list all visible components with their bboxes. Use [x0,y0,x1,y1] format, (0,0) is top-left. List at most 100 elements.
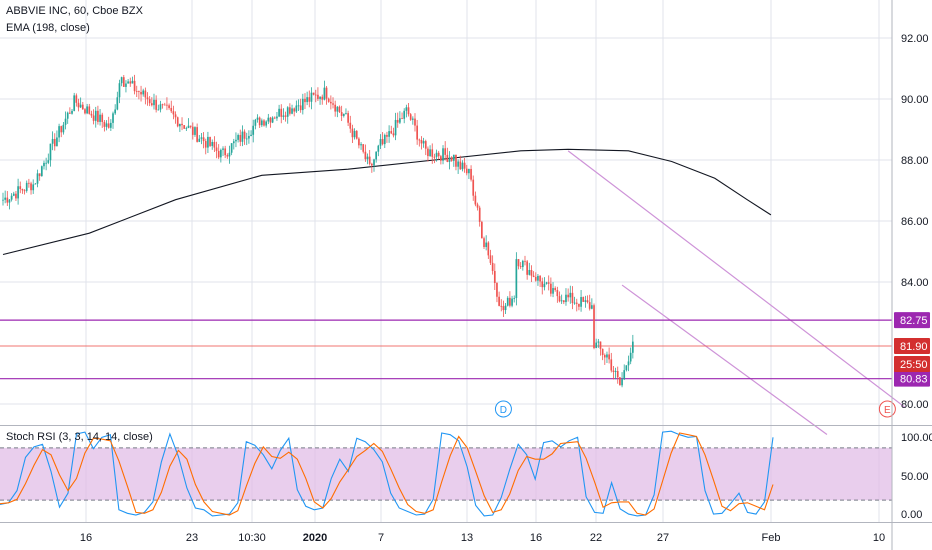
candle-body [521,260,524,268]
candle-body [75,95,78,103]
candle-body [51,138,54,144]
candle-body [284,115,287,117]
candle-body [524,260,526,262]
candle-body [383,134,386,145]
candle-body [90,113,93,116]
candle-body [230,143,233,153]
time-tick-label: 10:30 [238,532,266,544]
horizontal-levels[interactable] [0,319,892,380]
candle-body [280,108,283,117]
candle-body [379,139,382,146]
candle-body [599,341,602,349]
candle-body [584,300,587,302]
candle-body [291,108,293,114]
candle-body [446,154,449,162]
candle-body [34,183,37,185]
candle-body [105,123,108,127]
candle-body [79,104,82,108]
candle-body [32,184,35,191]
candle-body [362,144,365,152]
candle-body [550,283,552,294]
candle-body [506,297,509,306]
candle-body [336,106,339,112]
level-price-tag-bg [894,370,930,387]
candle-body [217,150,220,158]
candle-body [539,275,541,282]
candle-body [211,141,214,146]
candle-body [355,130,358,139]
candle-body [573,302,576,304]
candle-body [94,110,97,121]
candle-body [409,114,412,120]
candle-body [476,204,479,208]
candle-body [629,352,632,362]
candle-body [595,342,598,349]
candle-body [519,266,522,268]
time-tick-label: 16 [530,532,542,544]
candles [2,74,634,388]
candle-body [582,297,585,302]
candle-body [64,118,67,125]
candle-body [545,282,548,284]
candle-body [252,125,255,135]
candle-body [174,114,177,118]
candle-body [45,162,47,164]
candle-body [267,117,270,122]
ema-legend[interactable]: EMA (198, close) [6,22,90,34]
trend-channel[interactable] [567,150,905,435]
candle-body [511,298,513,306]
candle-body [47,160,50,163]
ema-series [2,148,772,256]
candle-body [159,104,162,110]
price-tick-label: 84.00 [901,277,929,289]
candle-body [179,123,181,127]
candle-body [220,149,222,158]
candle-body [440,156,442,161]
candle-body [411,118,414,120]
price-tick-label: 88.00 [901,155,929,167]
candle-body [433,156,436,158]
candle-body [623,370,626,380]
candle-body [271,117,274,123]
stoch-legend[interactable]: Stoch RSI (3, 3, 14, 14, close) [6,431,153,443]
candle-body [116,97,119,110]
candle-body [213,141,216,148]
candle-body [403,110,406,119]
candle-body [593,305,595,349]
candle-body [612,370,615,372]
candle-body [517,259,520,267]
candle-body [19,186,22,190]
candle-body [204,141,207,148]
time-tick-label: 27 [657,532,669,544]
candle-body [62,124,65,133]
candle-body [254,119,257,126]
candle-body [621,379,623,386]
candle-body [330,101,332,104]
candle-body [396,119,399,123]
candle-body [319,96,321,99]
symbol-legend[interactable]: ABBVIE INC, 60, Cboe BZX [6,5,143,17]
candle-body [122,77,125,87]
candle-body [38,173,41,177]
candle-body [386,134,388,137]
candle-body [21,189,24,191]
candle-body [166,104,168,106]
time-tick-label: Feb [762,532,781,544]
candle-body [289,107,291,114]
candle-body [110,122,112,128]
candle-body [414,118,416,126]
time-tick-label: 10 [873,532,885,544]
candle-body [351,128,354,138]
candle-body [36,173,39,184]
candle-body [28,182,30,184]
event-marker-label: D [500,405,507,416]
time-tick-label: 23 [186,532,198,544]
candle-body [347,113,349,123]
price-tags: 82.75 80.83 81.90 25:50 [894,312,930,387]
candle-body [181,123,183,126]
candle-body [407,107,410,115]
candle-body [401,118,403,120]
